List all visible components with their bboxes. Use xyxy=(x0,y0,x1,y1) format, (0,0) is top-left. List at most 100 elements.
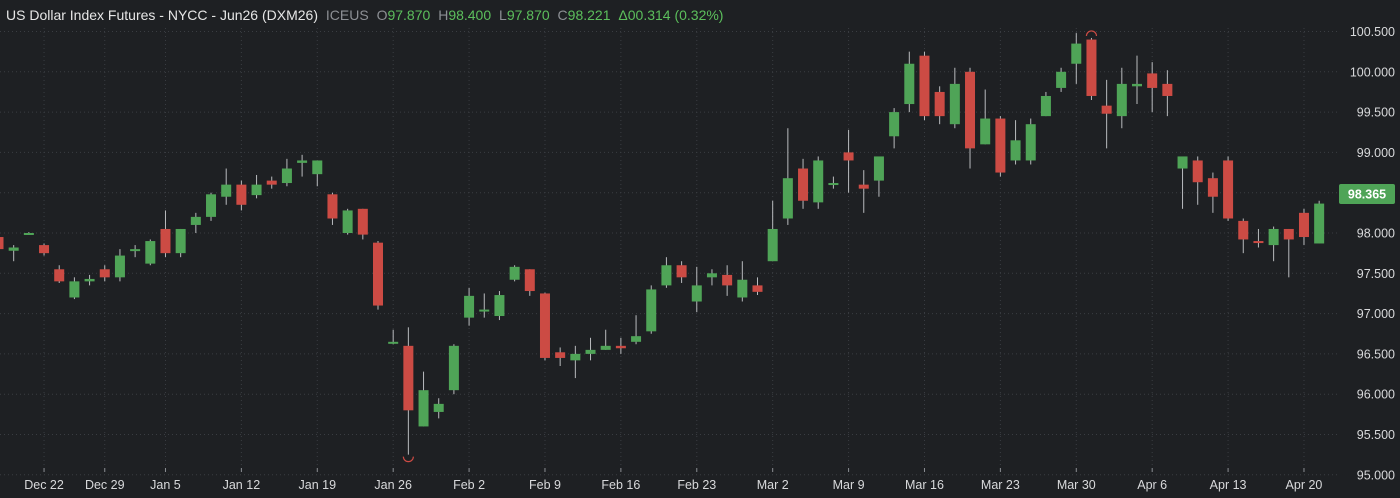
candle xyxy=(448,344,459,395)
candle-body-up xyxy=(585,349,596,354)
candle xyxy=(889,108,900,149)
candle xyxy=(357,208,368,240)
candle xyxy=(99,265,110,282)
candle xyxy=(1071,33,1082,84)
candle xyxy=(676,261,687,283)
candle xyxy=(1238,218,1249,254)
candle xyxy=(615,337,626,354)
candle-body-up xyxy=(691,285,702,302)
candle-body-up xyxy=(190,216,201,225)
x-tick-label: Jan 26 xyxy=(374,478,412,492)
candle xyxy=(1192,156,1203,205)
candle xyxy=(646,285,657,334)
candle xyxy=(84,274,95,286)
candle-body-up xyxy=(297,160,308,163)
candle-body-down xyxy=(99,269,110,278)
candle-body-up xyxy=(8,247,19,251)
candle-body-up xyxy=(1010,140,1021,161)
candle xyxy=(1086,37,1097,101)
high-marker xyxy=(1085,30,1098,37)
candle-body-down xyxy=(1086,39,1097,96)
candle-body-down xyxy=(373,242,383,306)
candle xyxy=(145,239,156,266)
candle-body-down xyxy=(357,208,368,235)
candle-body-down xyxy=(1147,73,1158,88)
candle xyxy=(813,156,824,209)
candle-body-up xyxy=(631,336,642,342)
chart-grid xyxy=(0,28,1338,476)
candle-body-up xyxy=(782,178,793,219)
candle xyxy=(281,158,292,187)
candle-body-down xyxy=(615,345,626,349)
candle-body-down xyxy=(524,269,535,292)
candle-body-down xyxy=(1253,241,1264,244)
candle xyxy=(403,327,414,455)
candle xyxy=(1010,120,1021,165)
candle-body-up xyxy=(84,278,95,282)
candle-body-down xyxy=(752,285,763,292)
candle-body-down xyxy=(403,345,414,411)
candle-body-down xyxy=(54,269,65,282)
candle-body-up xyxy=(873,156,884,181)
candle-body-up xyxy=(433,403,444,412)
candle xyxy=(236,180,247,211)
candle xyxy=(524,269,535,296)
candle xyxy=(312,160,323,187)
candle-body-up xyxy=(1116,83,1127,117)
candle-body-down xyxy=(236,184,247,205)
candle xyxy=(904,51,915,113)
x-tick-label: Mar 2 xyxy=(757,478,789,492)
candle-body-up xyxy=(388,341,399,344)
candle xyxy=(266,176,277,189)
candle-body-down xyxy=(843,152,854,161)
x-tick-label: Mar 30 xyxy=(1057,478,1096,492)
candle-body-up xyxy=(661,265,672,286)
candle xyxy=(722,265,733,296)
candle xyxy=(327,192,338,225)
x-tick-label: Mar 9 xyxy=(833,478,865,492)
candle xyxy=(1298,208,1309,246)
candle xyxy=(600,329,611,350)
candle-body-up xyxy=(281,168,292,184)
candle-body-up xyxy=(737,279,748,298)
candle-body-up xyxy=(1268,228,1279,246)
y-tick-label: 99.000 xyxy=(1357,146,1395,160)
y-tick-label: 98.000 xyxy=(1357,227,1395,241)
candle-body-up xyxy=(767,228,778,262)
candle-body-down xyxy=(965,71,976,149)
candle xyxy=(388,329,399,345)
candle xyxy=(1040,91,1051,117)
x-tick-label: Mar 23 xyxy=(981,478,1020,492)
candle-body-up xyxy=(706,273,717,278)
open-label: O xyxy=(377,7,388,23)
y-tick-label: 96.000 xyxy=(1357,388,1395,402)
candle xyxy=(585,337,596,361)
candle xyxy=(1223,156,1234,221)
candle-body-up xyxy=(418,390,429,427)
candle xyxy=(555,347,566,366)
candle-body-down xyxy=(1298,212,1309,238)
candle xyxy=(1147,62,1158,113)
x-tick-label: Dec 29 xyxy=(85,478,125,492)
candle-body-down xyxy=(919,55,930,117)
candle-body-up xyxy=(221,184,232,197)
candle-body-up xyxy=(479,309,490,312)
open-value: 97.870 xyxy=(387,7,430,23)
time-axis[interactable]: Dec 22 Dec 29 Jan 5 Jan 12 Jan 19 Jan 26 Feb 2… xyxy=(24,468,1322,492)
candle xyxy=(297,154,308,177)
exchange-label: ICEUS xyxy=(326,7,369,23)
candle-body-down xyxy=(160,228,171,254)
candle-body-up xyxy=(1314,203,1325,244)
candle-body-down xyxy=(1238,220,1249,240)
candle-body-up xyxy=(312,160,323,175)
candle xyxy=(206,192,217,221)
close-label: C xyxy=(558,7,568,23)
x-tick-label: Feb 23 xyxy=(677,478,716,492)
candle-body-up xyxy=(1177,156,1188,169)
candle-body-down xyxy=(266,180,277,185)
x-tick-label: Apr 20 xyxy=(1286,478,1323,492)
candle-body-up xyxy=(114,255,125,278)
candle-body-up xyxy=(1056,71,1067,88)
x-tick-label: Jan 19 xyxy=(299,478,337,492)
